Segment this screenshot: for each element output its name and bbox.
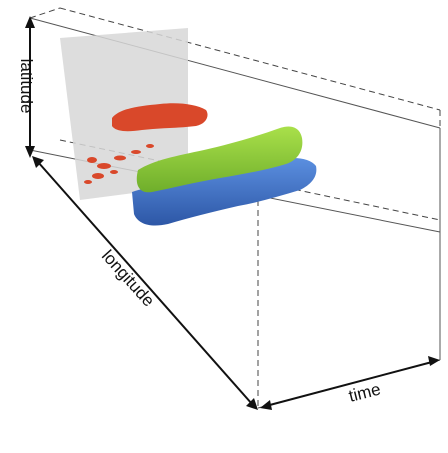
red-speckle [87, 157, 97, 163]
box-edge-top-back [59, 7, 441, 111]
time-arrowhead-right [428, 356, 440, 366]
longitude-label: longitude [98, 246, 158, 310]
blue-body [132, 158, 317, 226]
box-edge-top-left [29, 7, 61, 19]
latitude-axis [25, 16, 35, 158]
caption-fragment [0, 434, 448, 453]
longitude-arrowhead-bottom [246, 398, 258, 410]
blue-isosurface [132, 158, 317, 226]
red-isosurface [84, 103, 208, 184]
longitude-axis [32, 156, 258, 410]
time-axis [260, 356, 440, 410]
longitude-axis-line [37, 161, 253, 405]
red-speckle [92, 173, 104, 179]
latitude-label: latitude [17, 59, 36, 114]
red-speckle [97, 163, 111, 169]
green-isosurface [136, 126, 303, 193]
time-arrowhead-left [260, 400, 272, 410]
longitude-arrowhead-top [32, 156, 44, 168]
red-speckle [84, 180, 92, 184]
red-speckle [110, 170, 118, 174]
red-speckle [131, 150, 141, 154]
green-body [136, 126, 303, 193]
latitude-arrowhead-bottom [25, 146, 35, 158]
red-speckle [146, 144, 154, 148]
red-band [112, 103, 208, 132]
red-speckle [114, 155, 126, 161]
time-axis-line [265, 361, 433, 407]
latitude-arrowhead-top [25, 16, 35, 28]
